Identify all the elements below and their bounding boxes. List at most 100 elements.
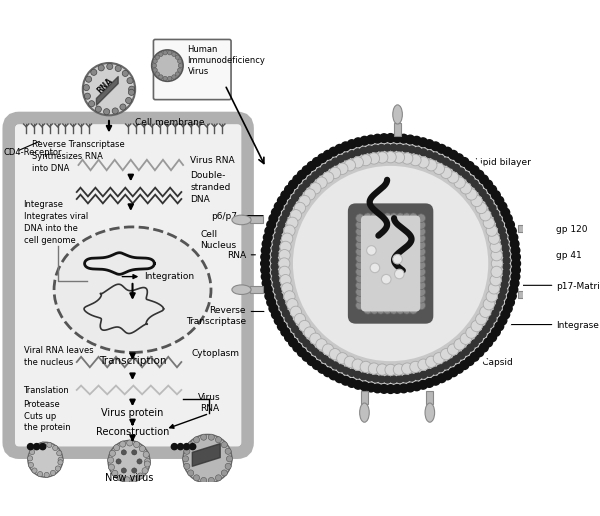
Circle shape [304,189,316,200]
Circle shape [312,172,319,179]
Circle shape [313,361,321,369]
Circle shape [368,153,380,164]
Circle shape [408,146,415,153]
Circle shape [83,85,89,91]
Circle shape [284,333,293,342]
Polygon shape [250,286,263,293]
Circle shape [426,151,433,158]
FancyBboxPatch shape [348,203,433,324]
Circle shape [262,135,520,393]
Circle shape [178,63,182,68]
Circle shape [225,448,231,455]
Circle shape [299,335,306,342]
Circle shape [431,376,440,385]
Circle shape [417,240,425,249]
Circle shape [449,151,458,159]
Circle shape [508,227,516,235]
Circle shape [262,279,271,287]
Circle shape [500,287,507,294]
Circle shape [292,326,299,333]
Circle shape [145,458,151,464]
Circle shape [318,364,326,373]
Circle shape [298,170,306,179]
Circle shape [417,220,425,229]
Circle shape [412,382,421,391]
Circle shape [55,466,61,471]
Circle shape [329,348,341,360]
Circle shape [50,471,56,476]
Circle shape [310,183,321,194]
Circle shape [395,269,404,279]
Circle shape [373,134,382,143]
Circle shape [443,371,452,380]
Circle shape [475,170,484,179]
Circle shape [491,258,503,269]
Circle shape [352,359,364,370]
Circle shape [188,442,194,448]
Circle shape [329,167,341,179]
Text: New virus: New virus [105,473,153,483]
Circle shape [467,344,474,351]
Circle shape [410,361,421,373]
Circle shape [502,245,509,252]
Circle shape [417,287,425,296]
Circle shape [272,269,278,276]
Circle shape [380,134,388,142]
Circle shape [370,213,379,222]
Circle shape [425,159,437,171]
Circle shape [377,305,385,314]
Circle shape [409,213,418,222]
Circle shape [506,298,514,307]
Circle shape [293,175,302,184]
Circle shape [299,185,306,192]
Circle shape [344,159,356,171]
Circle shape [172,75,176,79]
Circle shape [417,281,425,289]
Circle shape [131,468,137,473]
Circle shape [500,233,507,240]
Circle shape [471,320,482,332]
Circle shape [467,176,474,183]
Circle shape [109,464,115,470]
Circle shape [503,304,512,313]
Circle shape [403,305,411,314]
Circle shape [501,208,509,217]
Circle shape [454,338,466,350]
Circle shape [193,475,200,481]
Circle shape [495,322,503,331]
Circle shape [442,362,449,369]
Text: Cell
Nucleus: Cell Nucleus [200,230,236,250]
Circle shape [377,213,385,222]
Text: Cytoplasm: Cytoplasm [192,349,240,358]
Circle shape [491,328,500,336]
Circle shape [488,283,500,294]
Circle shape [356,227,364,236]
Circle shape [40,442,45,447]
Circle shape [128,89,134,95]
Circle shape [460,183,472,194]
Circle shape [386,385,395,393]
Circle shape [488,185,497,194]
Circle shape [272,310,280,319]
Circle shape [267,298,275,307]
Circle shape [200,477,207,483]
Circle shape [510,239,519,248]
Polygon shape [427,391,433,404]
Circle shape [152,63,157,68]
Circle shape [152,50,183,82]
Circle shape [356,301,364,310]
Circle shape [512,266,520,275]
Circle shape [292,195,299,201]
Circle shape [131,476,137,482]
Circle shape [175,55,179,59]
Circle shape [460,157,469,166]
Circle shape [158,75,163,79]
Circle shape [437,144,446,153]
Circle shape [343,153,350,160]
Circle shape [262,272,270,281]
Circle shape [364,305,372,314]
Circle shape [396,213,404,222]
Circle shape [389,213,398,222]
Circle shape [278,221,285,228]
Circle shape [261,266,269,275]
